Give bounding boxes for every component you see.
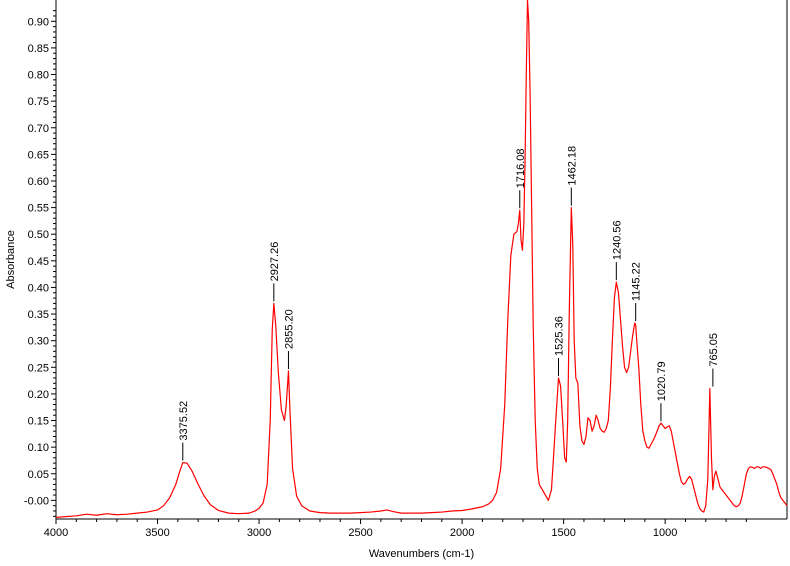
x-axis-title: Wavenumbers (cm-1) [369,548,474,560]
spectrum-line [55,0,788,518]
y-axis: -0.00 0.05 0.10 0.15 0.20 0.25 0.30 0.35 0.40 0.4… [24,10,56,517]
peak-label: 2855.20 [283,309,295,349]
x-tick-label: 1500 [551,527,575,539]
y-tick-label: 0.05 [28,469,49,481]
x-axis: 4000 3500 3000 2500 2000 1500 1000 [44,519,747,539]
x-tick-label: 4000 [44,527,68,539]
peak-label: 1240.56 [611,220,623,260]
peak-label: 2927.26 [269,242,281,282]
y-tick-label: 0.50 [28,229,49,241]
y-tick-label: 0.85 [28,43,49,55]
x-tick-label: 2000 [450,527,474,539]
y-tick-label: 0.15 [28,416,49,428]
y-tick-label: 0.40 [28,282,49,294]
peak-label: 1716.08 [515,148,527,188]
y-tick-label: 0.55 [28,203,49,215]
y-tick-label: 0.75 [28,96,49,108]
y-tick-label: 0.35 [28,309,49,321]
peak-label: 1462.18 [566,146,578,186]
y-tick-label: 0.10 [28,442,49,454]
peak-label: 1145.22 [631,262,643,301]
peak-labels: 3375.52 2927.26 2855.20 1716.08 1525.36 1462.… [178,146,720,461]
x-tick-label: 2500 [348,527,372,539]
y-tick-label: -0.00 [24,495,49,507]
peak-label: 1020.79 [656,361,668,401]
x-tick-label: 1000 [653,527,677,539]
y-tick-label: 0.70 [28,123,49,135]
y-tick-label: 0.20 [28,389,49,401]
y-tick-label: 0.90 [28,16,49,28]
x-tick-label: 3500 [145,527,169,539]
x-tick-label: 3000 [247,527,271,539]
y-axis-title: Absorbance [5,230,17,289]
y-tick-label: 0.60 [28,176,49,188]
y-tick-label: 0.80 [28,70,49,82]
y-tick-label: 0.30 [28,336,49,348]
y-tick-label: 0.65 [28,149,49,161]
series-group [55,0,788,518]
peak-label: 765.05 [708,333,720,367]
y-tick-label: 0.25 [28,362,49,374]
peak-label: 1525.36 [553,316,565,356]
y-tick-label: 0.45 [28,256,49,268]
peak-label: 3375.52 [178,401,190,441]
